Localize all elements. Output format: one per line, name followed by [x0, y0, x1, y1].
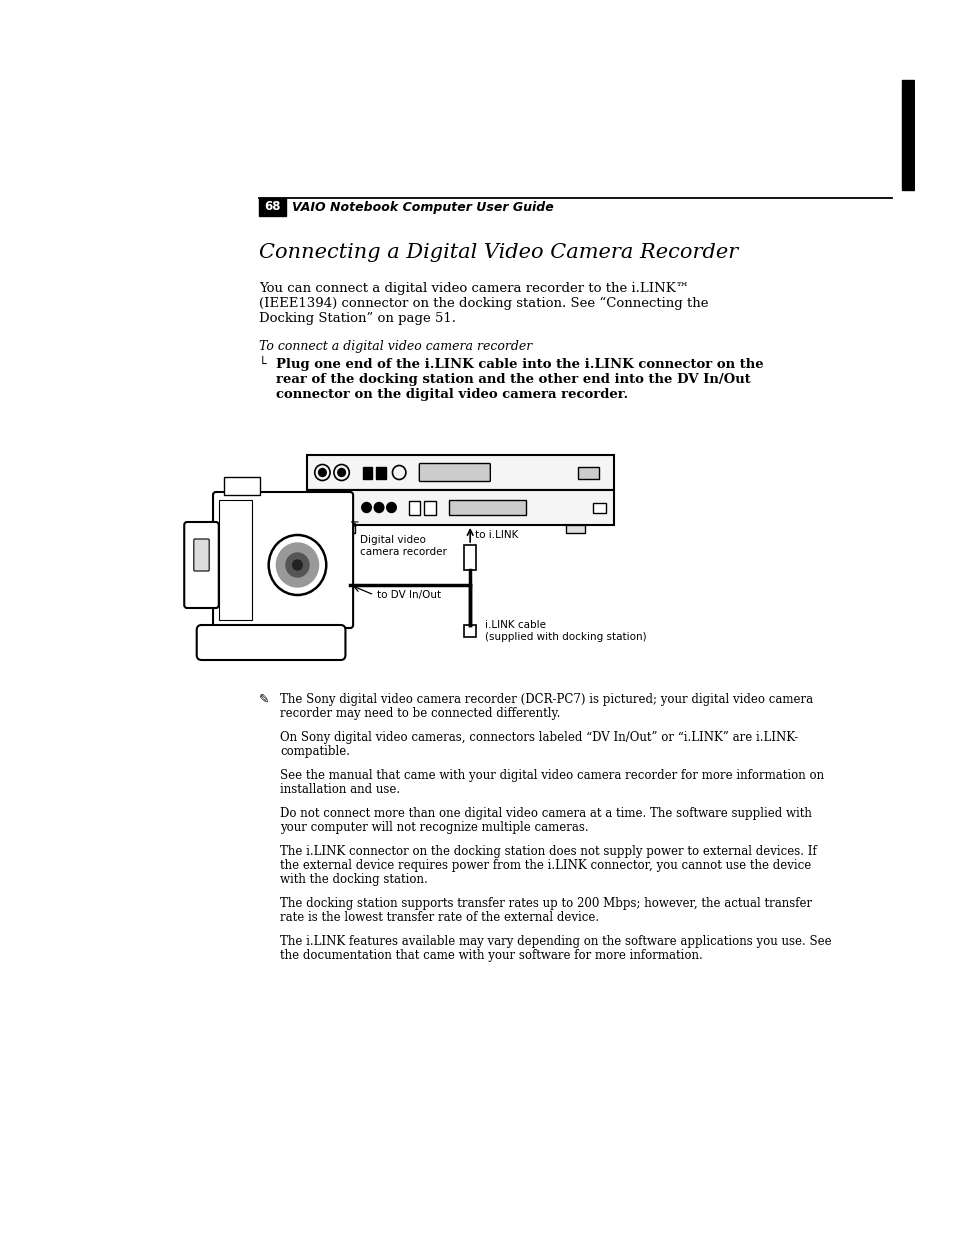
Circle shape [286, 552, 309, 577]
Text: To connect a digital video camera recorder: To connect a digital video camera record… [259, 340, 532, 353]
FancyBboxPatch shape [362, 466, 372, 478]
Text: Docking Station” on page 51.: Docking Station” on page 51. [259, 312, 456, 326]
Text: The i.LINK features available may vary depending on the software applications yo: The i.LINK features available may vary d… [280, 935, 831, 948]
Text: Digital video
camera recorder: Digital video camera recorder [359, 535, 446, 556]
Circle shape [293, 560, 302, 570]
FancyBboxPatch shape [335, 525, 355, 533]
Text: i.LINK cable
(supplied with docking station): i.LINK cable (supplied with docking stat… [484, 620, 645, 641]
FancyBboxPatch shape [259, 199, 286, 216]
Text: Connecting a Digital Video Camera Recorder: Connecting a Digital Video Camera Record… [259, 243, 738, 261]
Circle shape [361, 503, 371, 513]
FancyBboxPatch shape [218, 501, 253, 620]
FancyBboxPatch shape [578, 466, 598, 478]
Text: the documentation that came with your software for more information.: the documentation that came with your so… [280, 949, 702, 962]
Text: (IEEE1394) connector on the docking station. See “Connecting the: (IEEE1394) connector on the docking stat… [259, 297, 708, 311]
FancyBboxPatch shape [196, 625, 345, 660]
FancyBboxPatch shape [193, 539, 209, 571]
Text: └: └ [259, 358, 266, 371]
FancyBboxPatch shape [565, 525, 585, 533]
Circle shape [386, 503, 395, 513]
FancyBboxPatch shape [464, 545, 476, 570]
Text: compatible.: compatible. [280, 745, 350, 758]
Text: recorder may need to be connected differently.: recorder may need to be connected differ… [280, 707, 560, 720]
Circle shape [374, 503, 383, 513]
Text: See the manual that came with your digital video camera recorder for more inform: See the manual that came with your digit… [280, 769, 823, 782]
Text: with the docking station.: with the docking station. [280, 873, 428, 887]
FancyBboxPatch shape [307, 490, 614, 525]
Text: connector on the digital video camera recorder.: connector on the digital video camera re… [276, 388, 628, 401]
Text: to DV In/Out: to DV In/Out [376, 591, 441, 600]
Text: to i.LINK: to i.LINK [475, 530, 517, 540]
Text: rate is the lowest transfer rate of the external device.: rate is the lowest transfer rate of the … [280, 911, 598, 924]
Text: installation and use.: installation and use. [280, 783, 400, 797]
Circle shape [318, 469, 326, 476]
FancyBboxPatch shape [184, 522, 218, 608]
FancyBboxPatch shape [424, 501, 436, 514]
FancyBboxPatch shape [408, 501, 420, 514]
Text: ✎: ✎ [259, 693, 270, 707]
FancyBboxPatch shape [448, 501, 526, 515]
FancyBboxPatch shape [464, 625, 476, 637]
Text: Do not connect more than one digital video camera at a time. The software suppli: Do not connect more than one digital vid… [280, 808, 811, 820]
Text: Plug one end of the i.LINK cable into the i.LINK connector on the: Plug one end of the i.LINK cable into th… [276, 358, 763, 371]
FancyBboxPatch shape [307, 455, 614, 490]
Text: On Sony digital video cameras, connectors labeled “DV In/Out” or “i.LINK” are i.: On Sony digital video cameras, connector… [280, 731, 798, 743]
FancyBboxPatch shape [223, 477, 260, 494]
FancyBboxPatch shape [419, 464, 490, 482]
Text: The i.LINK connector on the docking station does not supply power to external de: The i.LINK connector on the docking stat… [280, 845, 816, 858]
Text: You can connect a digital video camera recorder to the i.LINK™: You can connect a digital video camera r… [259, 282, 688, 295]
Text: The Sony digital video camera recorder (DCR-PC7) is pictured; your digital video: The Sony digital video camera recorder (… [280, 693, 813, 707]
Text: rear of the docking station and the other end into the DV In/Out: rear of the docking station and the othe… [276, 374, 750, 386]
Circle shape [337, 469, 345, 476]
FancyBboxPatch shape [593, 503, 606, 513]
Text: VAIO Notebook Computer User Guide: VAIO Notebook Computer User Guide [292, 201, 553, 213]
Text: your computer will not recognize multiple cameras.: your computer will not recognize multipl… [280, 821, 588, 834]
Text: The docking station supports transfer rates up to 200 Mbps; however, the actual : The docking station supports transfer ra… [280, 896, 811, 910]
FancyBboxPatch shape [375, 466, 385, 478]
FancyBboxPatch shape [901, 80, 913, 190]
FancyBboxPatch shape [213, 492, 353, 628]
Text: the external device requires power from the i.LINK connector, you cannot use the: the external device requires power from … [280, 859, 811, 872]
FancyBboxPatch shape [314, 501, 351, 514]
Circle shape [276, 543, 318, 587]
Text: 68: 68 [264, 201, 280, 213]
